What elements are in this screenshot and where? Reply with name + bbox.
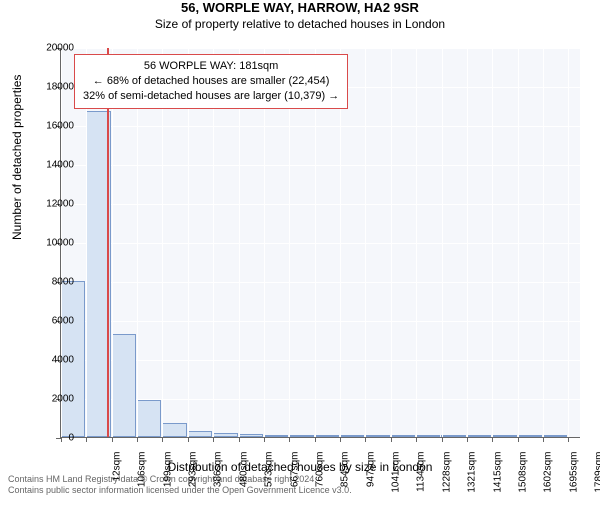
x-tick-label: 386sqm [213, 452, 224, 512]
gridline-vertical [467, 48, 468, 437]
y-tick-label: 12000 [24, 199, 74, 210]
gridline-vertical [492, 48, 493, 437]
y-tick-label: 8000 [24, 277, 74, 288]
gridline-horizontal [61, 438, 580, 439]
x-tick-label: 667sqm [289, 452, 300, 512]
x-tick-label: 760sqm [314, 452, 325, 512]
x-tick-mark [543, 437, 544, 442]
x-tick-mark [264, 437, 265, 442]
x-tick-label: 1602sqm [543, 452, 554, 512]
x-tick-label: 573sqm [264, 452, 275, 512]
x-tick-label: 1508sqm [517, 452, 528, 512]
page-title: 56, WORPLE WAY, HARROW, HA2 9SR [0, 0, 600, 15]
info-box-line: 56 WORPLE WAY: 181sqm [83, 59, 339, 74]
x-tick-label: 947sqm [365, 452, 376, 512]
x-tick-mark [137, 437, 138, 442]
histogram-bar [416, 435, 440, 437]
gridline-horizontal [61, 321, 580, 322]
histogram-bar [315, 435, 339, 437]
gridline-vertical [568, 48, 569, 437]
gridline-horizontal [61, 165, 580, 166]
gridline-horizontal [61, 282, 580, 283]
histogram-bar [492, 435, 516, 437]
gridline-horizontal [61, 126, 580, 127]
y-tick-label: 20000 [24, 43, 74, 54]
histogram-bar [441, 435, 465, 437]
y-tick-label: 2000 [24, 394, 74, 405]
gridline-horizontal [61, 360, 580, 361]
y-tick-label: 14000 [24, 160, 74, 171]
histogram-bar [137, 400, 161, 437]
gridline-horizontal [61, 48, 580, 49]
histogram-bar [239, 434, 263, 437]
y-tick-label: 6000 [24, 316, 74, 327]
x-tick-label: 293sqm [188, 452, 199, 512]
histogram-bar [391, 435, 415, 437]
histogram-bar [467, 435, 491, 437]
gridline-vertical [416, 48, 417, 437]
histogram-bar [213, 433, 237, 437]
gridline-vertical [391, 48, 392, 437]
x-tick-label: 1041sqm [391, 452, 402, 512]
x-tick-label: 1134sqm [416, 452, 427, 512]
y-tick-label: 18000 [24, 82, 74, 93]
histogram-bar [365, 435, 389, 437]
gridline-vertical [543, 48, 544, 437]
x-tick-mark [391, 437, 392, 442]
x-tick-mark [188, 437, 189, 442]
x-tick-mark [239, 437, 240, 442]
x-tick-mark [112, 437, 113, 442]
x-tick-mark [315, 437, 316, 442]
x-tick-label: 854sqm [340, 452, 351, 512]
x-tick-label: 199sqm [162, 452, 173, 512]
info-box-line: ← 68% of detached houses are smaller (22… [83, 74, 339, 89]
x-tick-mark [518, 437, 519, 442]
y-tick-label: 10000 [24, 238, 74, 249]
gridline-horizontal [61, 243, 580, 244]
x-tick-mark [86, 437, 87, 442]
y-tick-label: 16000 [24, 121, 74, 132]
x-tick-mark [365, 437, 366, 442]
x-tick-label: 1415sqm [492, 452, 503, 512]
info-box: 56 WORPLE WAY: 181sqm← 68% of detached h… [74, 54, 348, 109]
x-tick-mark [289, 437, 290, 442]
x-tick-mark [416, 437, 417, 442]
x-tick-mark [442, 437, 443, 442]
x-tick-mark [467, 437, 468, 442]
histogram-bar [264, 435, 288, 437]
x-tick-label: 1695sqm [568, 452, 579, 512]
x-tick-label: 12sqm [112, 452, 123, 512]
y-tick-label: 0 [24, 433, 74, 444]
x-tick-mark [568, 437, 569, 442]
x-tick-label: 106sqm [137, 452, 148, 512]
gridline-horizontal [61, 204, 580, 205]
histogram-bar [188, 431, 212, 437]
histogram-bar [518, 435, 542, 437]
y-tick-label: 4000 [24, 355, 74, 366]
x-tick-label: 1789sqm [594, 452, 600, 512]
x-tick-label: 1228sqm [441, 452, 452, 512]
x-tick-mark [492, 437, 493, 442]
gridline-vertical [442, 48, 443, 437]
gridline-vertical [518, 48, 519, 437]
x-tick-label: 480sqm [238, 452, 249, 512]
histogram-bar [289, 435, 313, 437]
x-tick-label: 1321sqm [467, 452, 478, 512]
x-tick-mark [340, 437, 341, 442]
histogram-bar [340, 435, 364, 437]
x-tick-mark [162, 437, 163, 442]
histogram-bar [543, 435, 567, 437]
histogram-bar [112, 334, 136, 437]
x-tick-mark [213, 437, 214, 442]
page-subtitle: Size of property relative to detached ho… [0, 17, 600, 31]
y-axis-label: Number of detached properties [10, 75, 24, 240]
gridline-vertical [365, 48, 366, 437]
info-box-line: 32% of semi-detached houses are larger (… [83, 89, 339, 104]
histogram-bar [162, 423, 186, 437]
